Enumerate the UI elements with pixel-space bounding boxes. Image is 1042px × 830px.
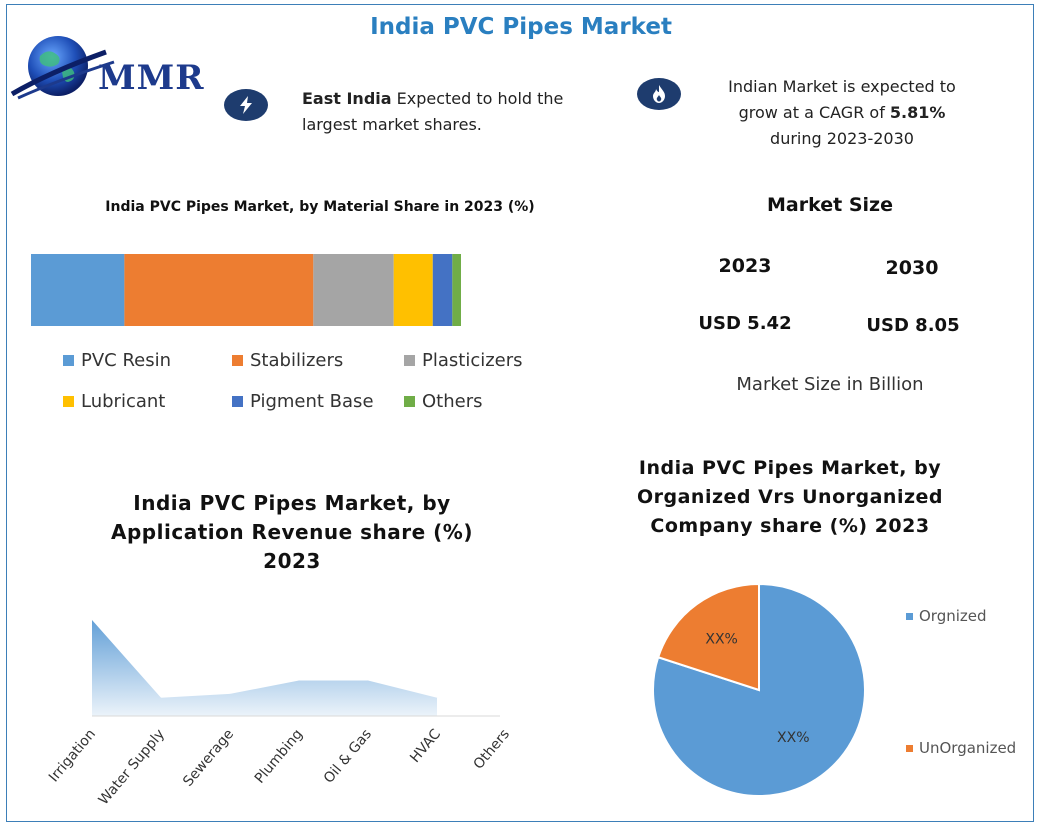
legend-swatch bbox=[63, 396, 74, 407]
page-title: India PVC Pipes Market bbox=[370, 14, 672, 40]
legend-label: PVC Resin bbox=[81, 350, 172, 371]
globe-icon bbox=[10, 36, 115, 100]
infographic-frame bbox=[6, 4, 1034, 822]
material-legend-item-others: Others bbox=[404, 391, 483, 412]
legend-swatch bbox=[906, 744, 913, 752]
material-bar-segment-pvc-resin bbox=[31, 254, 125, 326]
material-stacked-bar bbox=[31, 254, 461, 326]
material-bar-segment-stabilizers bbox=[124, 254, 314, 326]
legend-swatch bbox=[232, 355, 243, 366]
pie-legend-item-orgnized: Orgnized bbox=[906, 607, 987, 625]
material-bar-segment-lubricant bbox=[393, 254, 433, 326]
application-title-line-1: India PVC Pipes Market, by bbox=[133, 491, 451, 515]
material-bar-segment-others bbox=[452, 254, 461, 326]
legend-swatch bbox=[232, 396, 243, 407]
organized-pie-chart: XX% XX% bbox=[652, 582, 866, 797]
legend-swatch bbox=[404, 396, 415, 407]
material-legend: PVC Resin Stabilizers Plasticizers Lubrican… bbox=[0, 0, 600, 430]
mmr-logo: MMR bbox=[10, 28, 210, 108]
material-legend-item-plasticizers: Plasticizers bbox=[404, 350, 523, 371]
east-india-text-2: largest market shares. bbox=[302, 115, 482, 134]
cagr-line-2: grow at a CAGR of bbox=[738, 103, 890, 122]
material-bar-segment-plasticizers bbox=[313, 254, 394, 326]
application-title-line-3: 2023 bbox=[263, 549, 321, 573]
lightning-icon bbox=[224, 89, 268, 121]
market-size-title: Market Size bbox=[767, 194, 893, 216]
pie-legend-item-unorganized: UnOrganized bbox=[906, 739, 1016, 757]
logo-text: MMR bbox=[98, 58, 205, 98]
application-area-series bbox=[92, 620, 437, 716]
legend-label: Lubricant bbox=[81, 391, 166, 412]
cagr-line-1: Indian Market is expected to bbox=[728, 77, 956, 96]
material-legend-item-pigment-base: Pigment Base bbox=[232, 391, 374, 412]
pie-slice-unorganized bbox=[656, 582, 760, 692]
organized-chart-title: India PVC Pipes Market, by Organized Vrs… bbox=[610, 454, 970, 541]
legend-label: Orgnized bbox=[919, 607, 987, 625]
pie-slice-orgnized bbox=[652, 582, 866, 797]
legend-swatch bbox=[404, 355, 415, 366]
legend-label: Plasticizers bbox=[422, 350, 523, 371]
flame-icon bbox=[637, 78, 681, 110]
application-chart-title: India PVC Pipes Market, by Application R… bbox=[92, 489, 492, 576]
legend-label: Others bbox=[422, 391, 483, 412]
market-size-value-2030: USD 8.05 bbox=[866, 315, 960, 336]
market-size-note: Market Size in Billion bbox=[736, 374, 924, 395]
material-chart-title: India PVC Pipes Market, by Material Shar… bbox=[105, 199, 535, 215]
east-india-note: East India Expected to hold the largest … bbox=[302, 86, 592, 138]
legend-label: Pigment Base bbox=[250, 391, 374, 412]
pie-label-unorganized: XX% bbox=[705, 632, 737, 648]
east-india-text-1: Expected to hold the bbox=[391, 89, 564, 108]
material-legend-item-lubricant: Lubricant bbox=[63, 391, 165, 412]
cagr-line-3: during 2023-2030 bbox=[770, 129, 914, 148]
material-bar-segment-pigment-base bbox=[432, 254, 453, 326]
material-legend-item-stabilizers: Stabilizers bbox=[232, 350, 343, 371]
market-size-year-2030: 2030 bbox=[885, 257, 939, 279]
legend-swatch bbox=[906, 612, 913, 620]
pie-label-orgnized: XX% bbox=[777, 730, 809, 746]
market-size-year-2023: 2023 bbox=[718, 255, 772, 277]
organized-title-line-3: Company share (%) 2023 bbox=[650, 515, 930, 537]
organized-title-line-2: Organized Vrs Unorganized bbox=[636, 486, 944, 508]
legend-label: UnOrganized bbox=[919, 739, 1017, 757]
application-title-line-2: Application Revenue share (%) bbox=[111, 520, 473, 544]
east-india-bold: East India bbox=[302, 89, 392, 108]
legend-swatch bbox=[63, 355, 74, 366]
cagr-value: 5.81% bbox=[889, 103, 946, 122]
organized-title-line-1: India PVC Pipes Market, by bbox=[638, 457, 942, 479]
cagr-note: Indian Market is expected to grow at a C… bbox=[712, 74, 972, 152]
material-legend-item-pvc-resin: PVC Resin bbox=[63, 350, 171, 371]
market-size-value-2023: USD 5.42 bbox=[698, 313, 792, 334]
legend-label: Stabilizers bbox=[250, 350, 344, 371]
